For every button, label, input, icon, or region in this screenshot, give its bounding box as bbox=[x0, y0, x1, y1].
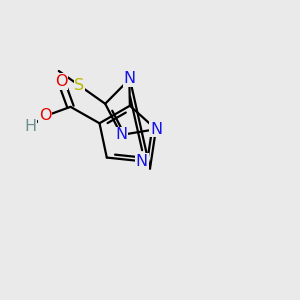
Text: O: O bbox=[39, 109, 52, 124]
Text: N: N bbox=[150, 122, 162, 137]
Text: N: N bbox=[124, 71, 136, 86]
Text: N: N bbox=[136, 154, 148, 169]
Text: N: N bbox=[115, 128, 128, 142]
Text: O: O bbox=[55, 74, 68, 89]
Text: S: S bbox=[74, 78, 85, 93]
Text: H: H bbox=[24, 119, 36, 134]
